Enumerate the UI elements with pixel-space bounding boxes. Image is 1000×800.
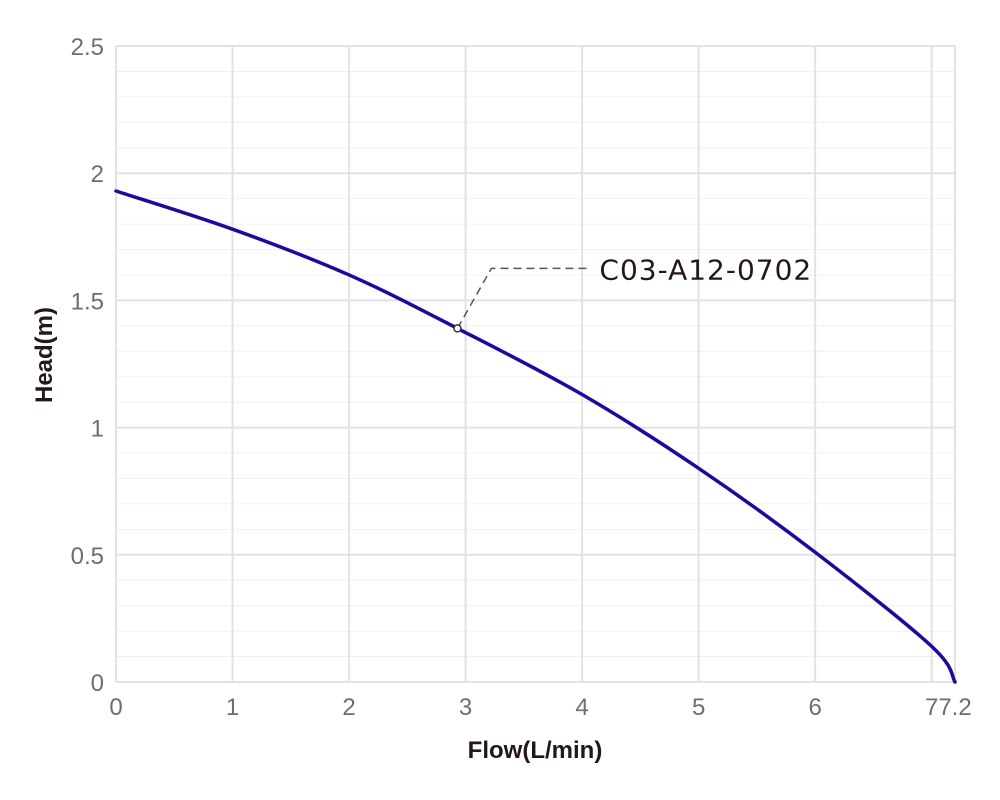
x-tick-label: 4	[575, 694, 588, 721]
x-tick-label: 2	[342, 694, 355, 721]
x-tick-label: 7.2	[938, 694, 971, 721]
x-tick-label: 6	[808, 694, 821, 721]
minor-grid	[116, 70, 955, 658]
x-axis-title: Flow(L/min)	[468, 737, 603, 764]
y-tick-label: 2	[91, 161, 104, 188]
y-tick-label: 2.5	[71, 34, 104, 61]
annotation-point-marker	[453, 324, 462, 333]
annotation-layer: C03-A12-0702	[453, 253, 812, 333]
x-tick-label: 0	[109, 694, 122, 721]
x-tick-label: 3	[459, 694, 472, 721]
series-layer	[114, 189, 957, 684]
y-tick-label: 0.5	[71, 543, 104, 570]
x-tick-label: 7	[925, 694, 938, 721]
x-tick-labels: 0 1 2 3 4 5 6 7 7.2	[109, 694, 971, 721]
x-tick-label: 1	[226, 694, 239, 721]
annotation-leader-line	[456, 267, 588, 329]
y-tick-label: 0	[91, 670, 104, 697]
y-tick-labels: 0 0.5 1 1.5 2 2.5	[71, 34, 104, 697]
x-tick-label: 5	[692, 694, 705, 721]
y-axis-title: Head(m)	[31, 307, 58, 403]
y-tick-label: 1	[91, 416, 104, 443]
series-line	[114, 189, 957, 684]
major-grid	[115, 45, 956, 683]
y-tick-label: 1.5	[71, 288, 104, 315]
annotation-label: C03-A12-0702	[599, 253, 812, 286]
